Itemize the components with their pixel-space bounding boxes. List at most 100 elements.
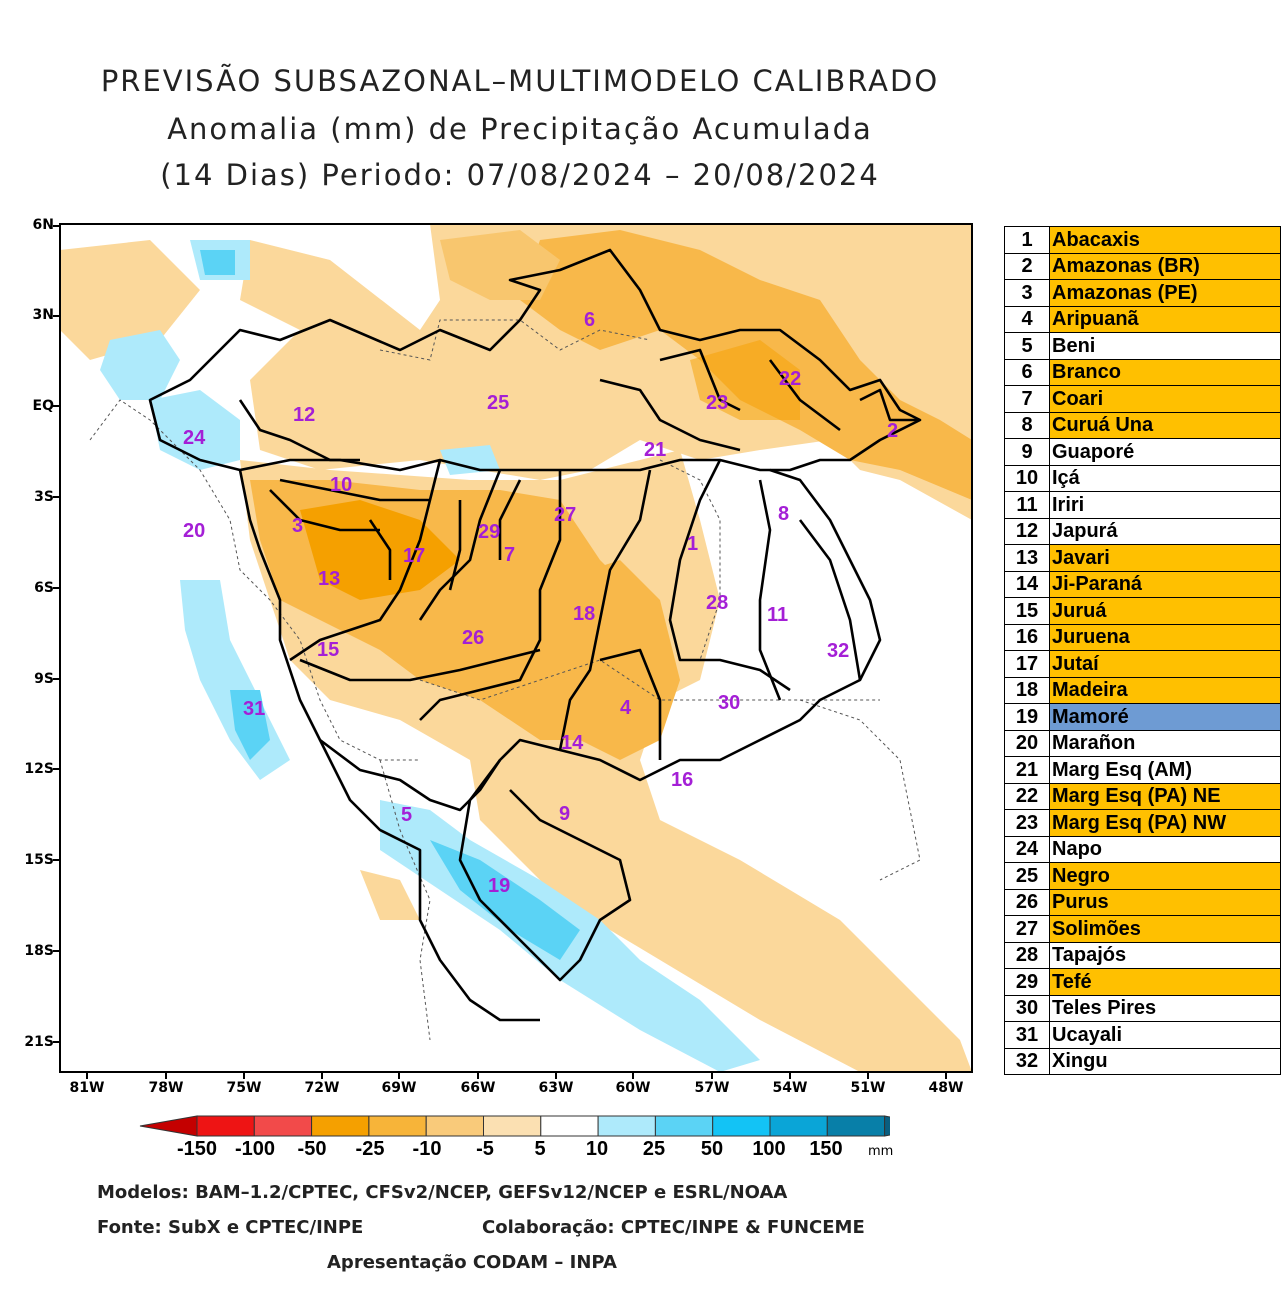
basin-label-30: 30: [718, 692, 740, 714]
legend-row: 3 Amazonas (PE): [1004, 279, 1281, 307]
legend-number: 8: [1004, 411, 1050, 439]
political-borders: [89, 319, 921, 1041]
legend-basin-name: Ucayali: [1049, 1021, 1281, 1049]
legend-row: 12 Japurá: [1004, 517, 1281, 545]
legend-row: 29 Tefé: [1004, 968, 1281, 996]
map-subtitle: Anomalia (mm) de Precipitação Acumulada: [167, 112, 873, 146]
legend-basin-name: Aripuanã: [1049, 305, 1281, 333]
basin-label-6: 6: [584, 309, 595, 331]
legend-number: 13: [1004, 544, 1050, 572]
legend-row: 31 Ucayali: [1004, 1021, 1281, 1049]
legend-row: 5 Beni: [1004, 332, 1281, 360]
basin-label-13: 13: [318, 568, 340, 590]
basin-label-4: 4: [620, 697, 632, 719]
colorbar-cell: [311, 1115, 370, 1137]
legend-row: 14 Ji-Paraná: [1004, 570, 1281, 598]
basin-label-26: 26: [462, 627, 484, 649]
basin-label-25: 25: [487, 392, 509, 414]
legend-number: 4: [1004, 305, 1050, 333]
legend-number: 19: [1004, 703, 1050, 731]
basin-label-22: 22: [779, 368, 801, 390]
legend-basin-name: Negro: [1049, 862, 1281, 890]
colorbar-label: -150: [176, 1138, 218, 1160]
legend-basin-name: Abacaxis: [1049, 226, 1281, 254]
colorbar-label: -10: [412, 1138, 442, 1160]
basin-label-2: 2: [887, 420, 898, 442]
lon-label: 66W: [460, 1080, 496, 1096]
legend-row: 19 Mamoré: [1004, 703, 1281, 731]
lon-label: 51W: [850, 1080, 886, 1096]
basin-label-28: 28: [706, 592, 728, 614]
legend-row: 22 Marg Esq (PA) NE: [1004, 782, 1281, 810]
basin-label-23: 23: [706, 392, 728, 414]
legend-number: 16: [1004, 623, 1050, 651]
colorbar-cell: [712, 1115, 771, 1137]
legend-number: 20: [1004, 729, 1050, 757]
lat-label: EQ: [32, 398, 54, 414]
lat-label: 15S: [24, 852, 54, 868]
map-frame: [59, 223, 973, 1073]
legend-basin-name: Marg Esq (PA) NE: [1049, 782, 1281, 810]
basin-label-27: 27: [554, 504, 576, 526]
legend-number: 29: [1004, 968, 1050, 996]
legend-basin-name: Guaporé: [1049, 438, 1281, 466]
legend-basin-name: Juruena: [1049, 623, 1281, 651]
legend-basin-name: Japurá: [1049, 517, 1281, 545]
colorbar-cell: [425, 1115, 485, 1137]
lon-label: 48W: [928, 1080, 964, 1096]
basin-label-1: 1: [687, 533, 698, 555]
footer-collaboration: Colaboração: CPTEC/INPE & FUNCEME: [482, 1217, 865, 1238]
colorbar-label: 25: [642, 1138, 666, 1160]
legend-number: 24: [1004, 835, 1050, 863]
basin-label-21: 21: [644, 439, 666, 461]
precipitation-anomaly-map: 1 2 3 4 5 6 7 8 9 10 11 12 13 14 15 16 1…: [53, 223, 973, 1079]
legend-basin-name: Tapajós: [1049, 941, 1281, 969]
legend-basin-name: Mamoré: [1049, 703, 1281, 731]
basin-label-11: 11: [767, 604, 788, 626]
legend-number: 14: [1004, 570, 1050, 598]
legend-number: 23: [1004, 809, 1050, 837]
legend-number: 25: [1004, 862, 1050, 890]
lat-label: 12S: [24, 761, 54, 777]
basin-label-3: 3: [292, 515, 303, 537]
colorbar-cell: [654, 1115, 714, 1137]
legend-row: 32 Xingu: [1004, 1047, 1281, 1075]
legend-row: 25 Negro: [1004, 862, 1281, 890]
basin-label-24: 24: [183, 427, 206, 449]
footer-models: Modelos: BAM–1.2/CPTEC, CFSv2/NCEP, GEFS…: [97, 1182, 788, 1203]
footer-presentation: Apresentação CODAM – INPA: [327, 1252, 617, 1273]
basin-label-18: 18: [573, 603, 595, 625]
legend-basin-name: Amazonas (PE): [1049, 279, 1281, 307]
lon-label: 69W: [381, 1080, 417, 1096]
colorbar-end-high: [884, 1115, 890, 1137]
legend-number: 11: [1004, 491, 1050, 519]
legend-number: 7: [1004, 385, 1050, 413]
colorbar-label: 150: [809, 1138, 843, 1160]
legend-basin-name: Xingu: [1049, 1047, 1281, 1075]
legend-basin-name: Solimões: [1049, 915, 1281, 943]
colorbar-cell: [826, 1115, 886, 1137]
legend-row: 23 Marg Esq (PA) NW: [1004, 809, 1281, 837]
legend-number: 15: [1004, 597, 1050, 625]
legend-number: 28: [1004, 941, 1050, 969]
colorbar-label: -25: [355, 1138, 385, 1160]
colorbar-cell: [769, 1115, 828, 1137]
legend-row: 24 Napo: [1004, 835, 1281, 863]
basin-boundaries: [148, 248, 922, 1022]
legend-row: 1 Abacaxis: [1004, 226, 1281, 254]
lon-label: 60W: [615, 1080, 651, 1096]
basin-label-15: 15: [317, 639, 339, 661]
lon-label: 63W: [538, 1080, 574, 1096]
legend-row: 26 Purus: [1004, 888, 1281, 916]
legend-basin-name: Jutaí: [1049, 650, 1281, 678]
basin-label-17: 17: [403, 545, 425, 567]
legend-number: 21: [1004, 756, 1050, 784]
colorbar-end-low: [139, 1115, 198, 1137]
legend-basin-name: Içá: [1049, 464, 1281, 492]
legend-number: 2: [1004, 252, 1050, 280]
basin-label-7: 7: [504, 544, 515, 566]
legend-number: 31: [1004, 1021, 1050, 1049]
legend-basin-name: Purus: [1049, 888, 1281, 916]
legend-basin-name: Marañon: [1049, 729, 1281, 757]
map-title: PREVISÃO SUBSAZONAL–MULTIMODELO CALIBRAD…: [100, 64, 940, 98]
